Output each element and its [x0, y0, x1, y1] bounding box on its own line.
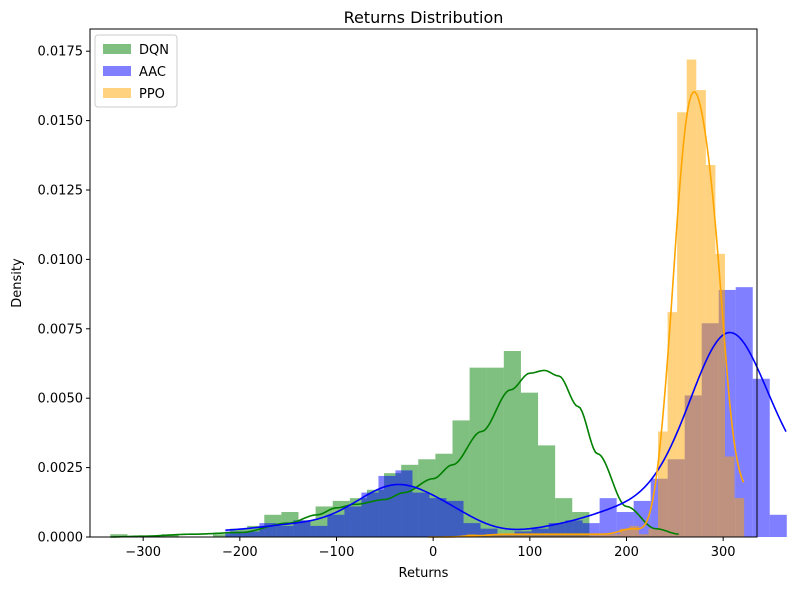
dqn-bar-0 — [110, 534, 128, 537]
ppo-bar-22 — [638, 534, 649, 537]
aac-bar-22 — [599, 498, 617, 537]
aac-bar-5 — [310, 525, 328, 537]
ppo-bar-11 — [533, 534, 544, 537]
ppo-bar-17 — [591, 534, 601, 537]
y-tick-label: 0.0050 — [38, 392, 84, 407]
aac-bar-14 — [463, 523, 481, 537]
aac-bar-20 — [565, 520, 583, 537]
y-tick-label: 0.0150 — [38, 114, 84, 129]
x-tick-label: 200 — [614, 545, 639, 560]
dqn-bar-21 — [469, 367, 487, 537]
dqn-kde-line — [110, 369, 679, 538]
aac-bar-8 — [361, 492, 379, 537]
y-axis: 0.0000 0.0025 0.0050 0.0075 0.0100 0.0125 0.01… — [38, 45, 90, 546]
aac-bar-1 — [242, 531, 260, 537]
ppo-bar-23 — [648, 528, 659, 537]
dqn-legend-swatch — [103, 44, 131, 54]
ppo-bar-30 — [715, 253, 725, 537]
ppo-bar-19 — [610, 534, 620, 537]
ppo-kde-line — [428, 91, 745, 538]
aac-bar-32 — [769, 514, 787, 537]
y-tick-label: 0.0000 — [38, 531, 84, 546]
ppo-bar-12 — [543, 534, 553, 537]
x-tick-label: −100 — [319, 545, 355, 560]
dqn-bar-22 — [486, 367, 504, 537]
ppo-bar-14 — [562, 534, 572, 537]
ppo-bar-20 — [619, 528, 630, 537]
aac-bar-15 — [480, 528, 498, 537]
x-tick-label: −200 — [222, 545, 258, 560]
x-tick-label: −300 — [125, 545, 161, 560]
ppo-bar-28 — [696, 90, 706, 537]
aac-legend-swatch — [103, 66, 131, 76]
dqn-bar-6 — [212, 534, 231, 537]
ppo-bar-7 — [495, 534, 505, 537]
aac-bar-31 — [752, 378, 770, 537]
y-tick-label: 0.0100 — [38, 253, 84, 268]
aac-bar-7 — [344, 506, 362, 537]
aac-bar-10 — [395, 470, 413, 537]
ppo-bar-27 — [686, 59, 697, 537]
dqn-legend-label: DQN — [139, 43, 169, 58]
y-tick-label: 0.0125 — [38, 184, 84, 199]
ppo-bar-8 — [504, 534, 515, 537]
aac-legend-label: AAC — [139, 65, 166, 80]
ppo-bar-26 — [677, 112, 687, 537]
ppo-bar-25 — [667, 312, 678, 537]
ppo-bar-18 — [600, 534, 611, 537]
ppo-bar-9 — [514, 534, 525, 537]
plot-area — [110, 59, 787, 538]
aac-bar-4 — [293, 520, 311, 537]
ppo-bar-24 — [658, 431, 668, 537]
dqn-bar-24 — [520, 392, 539, 537]
aac-bar-18 — [531, 528, 549, 537]
aac-bar-11 — [412, 492, 430, 537]
aac-bar-3 — [276, 525, 294, 537]
aac-kde-line — [225, 331, 787, 531]
ppo-bar-15 — [571, 534, 582, 537]
dqn-bar-23 — [503, 351, 521, 537]
plot-frame — [89, 28, 758, 538]
aac-bar-0 — [225, 531, 243, 537]
y-tick-label: 0.0025 — [38, 461, 84, 476]
ppo-bar-13 — [552, 534, 563, 537]
aac-bar-12 — [429, 498, 447, 537]
ppo-bar-32 — [734, 498, 745, 537]
aac-bar-6 — [327, 514, 345, 537]
ppo-bar-16 — [581, 534, 592, 537]
ppo-legend-label: PPO — [139, 87, 165, 102]
ppo-bar-10 — [524, 534, 534, 537]
aac-bar-13 — [446, 500, 464, 537]
y-tick-label: 0.0175 — [38, 45, 84, 60]
x-axis-title: Returns — [399, 566, 449, 581]
ppo-bar-21 — [629, 525, 639, 537]
x-tick-label: 100 — [517, 545, 542, 560]
aac-bar-9 — [378, 475, 396, 537]
y-axis-title: Density — [10, 258, 25, 308]
ppo-legend-swatch — [103, 88, 131, 98]
legend: DQN AAC PPO — [94, 34, 178, 108]
dqn-bar-25 — [538, 445, 556, 537]
x-tick-label: 0 — [429, 545, 437, 560]
x-axis: −300 −200 −100 0 100 200 300 — [125, 537, 736, 560]
chart-title: Returns Distribution — [344, 8, 504, 27]
ppo-bar-31 — [725, 456, 735, 537]
y-tick-label: 0.0075 — [38, 322, 84, 337]
x-tick-label: 300 — [711, 545, 736, 560]
